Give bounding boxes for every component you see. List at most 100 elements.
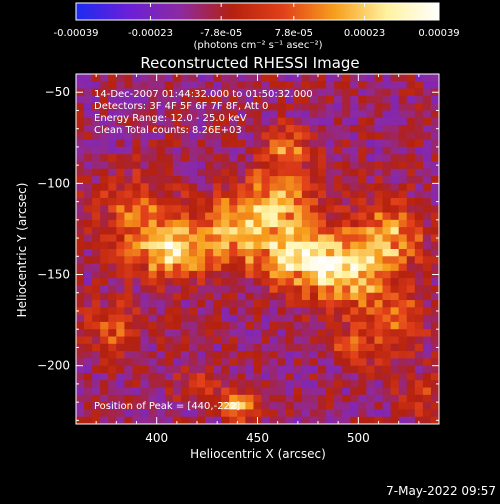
heatmap-cell bbox=[398, 234, 408, 243]
heatmap-cell bbox=[334, 219, 343, 228]
heatmap-cell bbox=[285, 402, 295, 410]
heatmap-cell bbox=[156, 380, 166, 388]
heatmap-cell bbox=[148, 125, 158, 133]
heatmap-cell bbox=[309, 132, 319, 141]
heatmap-cell bbox=[390, 183, 400, 192]
heatmap-cell bbox=[318, 146, 327, 155]
heatmap-cell bbox=[374, 146, 383, 155]
heatmap-cell bbox=[92, 190, 101, 199]
heatmap-cell bbox=[188, 139, 198, 148]
heatmap-cell bbox=[293, 197, 303, 206]
heatmap-cell bbox=[221, 380, 230, 388]
heatmap-cell bbox=[318, 278, 327, 286]
heatmap-cell bbox=[269, 387, 279, 396]
heatmap-cell bbox=[293, 402, 303, 410]
heatmap-cell bbox=[213, 358, 222, 367]
heatmap-cell bbox=[108, 292, 117, 301]
heatmap-cell bbox=[422, 103, 432, 111]
heatmap-cell bbox=[237, 365, 246, 374]
heatmap-cell bbox=[148, 110, 158, 119]
heatmap-cell bbox=[390, 161, 400, 170]
heatmap-cell bbox=[84, 270, 93, 279]
heatmap-cell bbox=[164, 307, 174, 316]
heatmap-cell bbox=[100, 285, 109, 294]
heatmap-cell bbox=[156, 321, 166, 330]
heatmap-cell bbox=[382, 81, 391, 89]
heatmap-cell bbox=[358, 249, 367, 257]
heatmap-cell bbox=[164, 387, 174, 396]
heatmap-cell bbox=[261, 336, 270, 345]
heatmap-cell bbox=[116, 285, 125, 294]
heatmap-cell bbox=[422, 227, 432, 235]
heatmap-cell bbox=[253, 380, 262, 388]
heatmap-cell bbox=[277, 402, 287, 410]
heatmap-cell bbox=[245, 314, 254, 323]
heatmap-cell bbox=[293, 336, 303, 345]
heatmap-cell bbox=[132, 314, 141, 323]
heatmap-cell bbox=[132, 103, 141, 111]
heatmap-cell bbox=[342, 227, 351, 235]
heatmap-cell bbox=[100, 205, 109, 213]
heatmap-cell bbox=[92, 249, 101, 257]
heatmap-cell bbox=[132, 227, 141, 235]
colorbar-tick-label: -0.00039 bbox=[54, 28, 99, 39]
heatmap-cell bbox=[148, 74, 158, 82]
heatmap-cell bbox=[245, 416, 254, 425]
heatmap-cell bbox=[358, 161, 367, 170]
heatmap-cell bbox=[116, 190, 125, 199]
heatmap-cell bbox=[245, 81, 254, 89]
heatmap-cell bbox=[326, 95, 335, 104]
heatmap-cell bbox=[277, 249, 287, 257]
heatmap-cell bbox=[172, 387, 182, 396]
heatmap-cell bbox=[358, 205, 367, 213]
heatmap-cell bbox=[293, 81, 303, 89]
heatmap-cell bbox=[390, 132, 400, 141]
heatmap-cell bbox=[309, 74, 319, 82]
heatmap-cell bbox=[237, 241, 246, 250]
heatmap-cell bbox=[358, 336, 367, 345]
heatmap-cell bbox=[390, 270, 400, 279]
heatmap-cell bbox=[261, 117, 270, 126]
heatmap-cell bbox=[148, 139, 158, 148]
heatmap-cell bbox=[350, 234, 359, 243]
heatmap-cell bbox=[84, 416, 93, 425]
heatmap-cell bbox=[406, 154, 416, 162]
heatmap-cell bbox=[237, 387, 246, 396]
heatmap-cell bbox=[156, 227, 166, 235]
heatmap-cell bbox=[237, 95, 246, 104]
heatmap-cell bbox=[390, 241, 400, 250]
heatmap-cell bbox=[148, 329, 158, 337]
heatmap-cell bbox=[188, 343, 198, 352]
heatmap-cell bbox=[350, 314, 359, 323]
heatmap-cell bbox=[237, 117, 246, 126]
heatmap-cell bbox=[309, 117, 319, 126]
heatmap-cell bbox=[197, 321, 206, 330]
heatmap-cell bbox=[293, 329, 303, 337]
heatmap-cell bbox=[84, 314, 93, 323]
heatmap-cell bbox=[156, 343, 166, 352]
heatmap-cell bbox=[92, 219, 101, 228]
heatmap-cell bbox=[197, 161, 206, 170]
heatmap-cell bbox=[213, 74, 222, 82]
heatmap-cell bbox=[76, 402, 85, 410]
heatmap-cell bbox=[350, 321, 359, 330]
heatmap-cell bbox=[156, 205, 166, 213]
heatmap-cell bbox=[422, 95, 432, 104]
heatmap-cell bbox=[366, 212, 375, 221]
heatmap-cell bbox=[390, 176, 400, 184]
heatmap-cell bbox=[205, 402, 214, 410]
heatmap-cell bbox=[342, 241, 351, 250]
heatmap-cell bbox=[108, 241, 117, 250]
heatmap-cell bbox=[140, 336, 149, 345]
heatmap-cell bbox=[430, 168, 440, 177]
heatmap-cell bbox=[430, 197, 440, 206]
heatmap-cell bbox=[164, 125, 174, 133]
heatmap-cell bbox=[180, 125, 190, 133]
heatmap-cell bbox=[277, 139, 287, 148]
heatmap-cell bbox=[430, 365, 440, 374]
heatmap-cell bbox=[197, 292, 206, 301]
heatmap-cell bbox=[309, 234, 319, 243]
heatmap-cell bbox=[245, 307, 254, 316]
heatmap-cell bbox=[245, 351, 254, 359]
heatmap-cell bbox=[229, 219, 238, 228]
